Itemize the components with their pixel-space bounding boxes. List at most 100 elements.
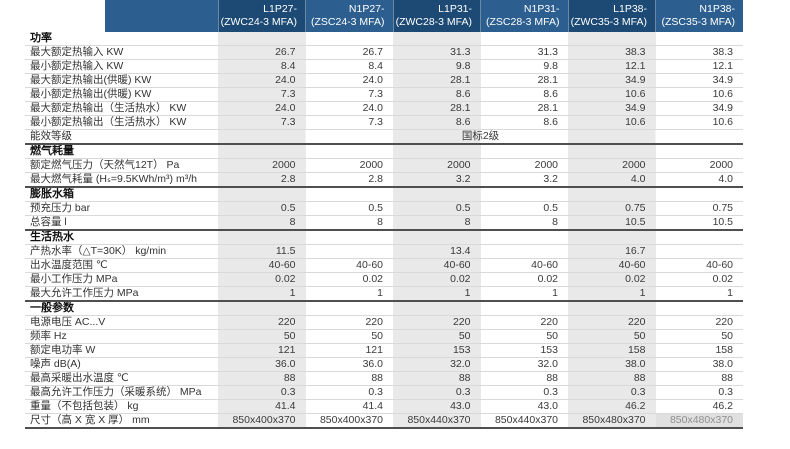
spec-row: 最高允许工作压力（采暖系统） MPa 0.3 0.3 0.3 0.3 0.3 0.3 [25, 385, 743, 400]
spec-row: 最高采暖出水温度 ℃ 88 88 88 88 88 88 [25, 371, 743, 386]
section-empty-cell [305, 229, 393, 245]
spec-row: 重量（不包括包装） kg 41.4 41.4 43.0 43.0 46.2 46.2 [25, 399, 743, 414]
row-value [655, 244, 743, 259]
row-value: 0.02 [568, 272, 656, 287]
row-value: 1 [480, 286, 568, 302]
section-empty-cell [218, 32, 306, 46]
section-empty-cell [655, 229, 743, 245]
column-header-l1p31: L1P31- (ZWC28-3 MFA) [392, 0, 481, 32]
spec-row: 最大允许工作压力 MPa 1 1 1 1 1 1 [25, 286, 743, 302]
section-empty-cell [218, 143, 306, 159]
spec-row: 能效等级 国标2级 [25, 129, 743, 145]
row-label: 最大燃气耗量 (Hₛ=9.5KWh/m³) m³/h [25, 172, 218, 188]
section-empty-cell [480, 229, 568, 245]
model-name: L1P27- [263, 2, 297, 15]
section-empty-cell [480, 300, 568, 316]
row-value: 2000 [393, 158, 481, 173]
row-value: 220 [655, 315, 743, 330]
spec-row: 预充压力 bar 0.5 0.5 0.5 0.5 0.75 0.75 [25, 201, 743, 216]
row-value: 32.0 [393, 357, 481, 372]
row-value: 158 [568, 343, 656, 358]
model-name: N1P38- [699, 2, 735, 15]
row-span-value: 国标2级 [218, 129, 743, 145]
row-value: 88 [218, 371, 306, 386]
column-header-l1p27: L1P27- (ZWC24-3 MFA) [217, 0, 306, 32]
row-value: 40-60 [480, 258, 568, 273]
row-value: 0.75 [568, 201, 656, 216]
row-label: 额定燃气压力（天然气12T） Pa [25, 158, 218, 173]
spec-row: 出水温度范围 ℃ 40-60 40-60 40-60 40-60 40-60 40-60 [25, 258, 743, 273]
row-value: 50 [305, 329, 393, 344]
model-variant: (ZSC24-3 MFA) [310, 15, 385, 28]
row-value: 88 [305, 371, 393, 386]
row-value: 24.0 [305, 73, 393, 88]
section-header-row: 膨胀水箱 [25, 186, 743, 202]
row-value: 34.9 [568, 101, 656, 116]
spec-row: 噪声 dB(A) 36.0 36.0 32.0 32.0 38.0 38.0 [25, 357, 743, 372]
section-title: 燃气耗量 [25, 143, 218, 159]
row-value: 46.2 [655, 399, 743, 414]
section-empty-cell [393, 300, 481, 316]
row-value: 46.2 [568, 399, 656, 414]
row-value: 34.9 [655, 101, 743, 116]
row-value: 2.8 [305, 172, 393, 188]
row-value: 40-60 [655, 258, 743, 273]
row-label: 重量（不包括包装） kg [25, 399, 218, 414]
row-value: 7.3 [305, 87, 393, 102]
row-value: 220 [305, 315, 393, 330]
section-empty-cell [655, 186, 743, 202]
row-value: 38.0 [568, 357, 656, 372]
row-value: 50 [655, 329, 743, 344]
spec-table-body: 功率 最大额定热输入 KW 26.7 26.7 31.3 31.3 38.3 38.3 最小额定… [25, 32, 743, 429]
row-value: 0.02 [305, 272, 393, 287]
row-label: 最高允许工作压力（采暖系统） MPa [25, 385, 218, 400]
row-value: 26.7 [305, 45, 393, 60]
row-value: 1 [655, 286, 743, 302]
row-value: 28.1 [393, 101, 481, 116]
row-value: 1 [568, 286, 656, 302]
row-value: 1 [305, 286, 393, 302]
row-label: 最小额定热输入 KW [25, 59, 218, 74]
row-value: 1 [218, 286, 306, 302]
section-empty-cell [305, 300, 393, 316]
section-empty-cell [393, 143, 481, 159]
spec-row: 尺寸（高 X 宽 X 厚） mm 850x400x370 850x400x370 85… [25, 413, 743, 429]
row-label: 出水温度范围 ℃ [25, 258, 218, 273]
column-header-n1p38: N1P38- (ZSC35-3 MFA) [655, 0, 743, 32]
spec-row: 最大额定热输入 KW 26.7 26.7 31.3 31.3 38.3 38.3 [25, 45, 743, 60]
row-value: 32.0 [480, 357, 568, 372]
row-value: 8 [218, 215, 306, 231]
section-title: 功率 [25, 32, 218, 46]
row-value: 16.7 [568, 244, 656, 259]
section-header-row: 生活热水 [25, 229, 743, 245]
row-label: 最小额定热输出(供暖) KW [25, 87, 218, 102]
row-value: 24.0 [218, 101, 306, 116]
section-header-row: 一般参数 [25, 300, 743, 316]
row-value: 2000 [655, 158, 743, 173]
row-value: 7.3 [218, 115, 306, 130]
row-value: 0.3 [393, 385, 481, 400]
row-value: 8.4 [305, 59, 393, 74]
row-value: 0.02 [393, 272, 481, 287]
row-value: 0.3 [218, 385, 306, 400]
row-value: 40-60 [305, 258, 393, 273]
model-name: L1P38- [613, 2, 647, 15]
row-value: 10.6 [655, 87, 743, 102]
row-label: 最大额定热输出(供暖) KW [25, 73, 218, 88]
row-value: 2.8 [218, 172, 306, 188]
row-value: 50 [218, 329, 306, 344]
section-empty-cell [480, 186, 568, 202]
row-value: 10.6 [568, 87, 656, 102]
row-value: 0.5 [218, 201, 306, 216]
row-label: 能效等级 [25, 129, 218, 145]
section-header-row: 功率 [25, 32, 743, 46]
row-value: 0.3 [655, 385, 743, 400]
corner-header-cell [25, 0, 218, 32]
row-value: 12.1 [655, 59, 743, 74]
row-value: 8 [393, 215, 481, 231]
row-value: 0.5 [305, 201, 393, 216]
row-value: 38.3 [568, 45, 656, 60]
model-variant: (ZWC24-3 MFA) [220, 15, 297, 28]
section-empty-cell [393, 32, 481, 46]
section-empty-cell [568, 32, 656, 46]
